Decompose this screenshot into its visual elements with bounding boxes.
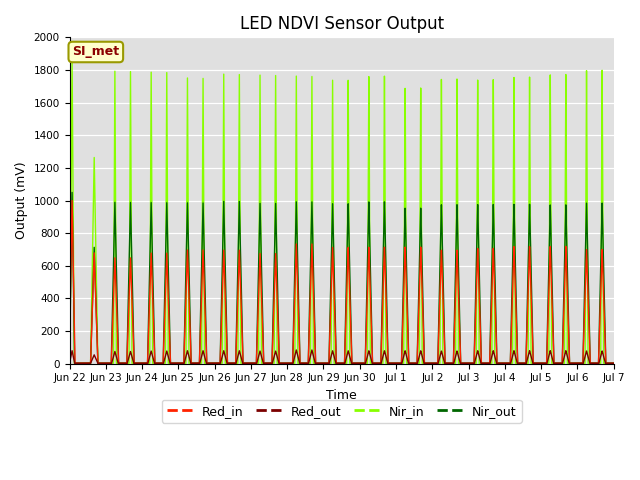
Red_out: [66, 360, 74, 366]
Red_out: [269, 357, 277, 363]
Nir_out: [177, 360, 184, 366]
Red_out: [610, 360, 618, 366]
Red_out: [177, 360, 184, 366]
Nir_in: [68, 57, 76, 63]
Nir_in: [494, 360, 502, 366]
Nir_in: [269, 360, 277, 366]
Line: Nir_in: Nir_in: [70, 60, 614, 363]
Red_out: [608, 360, 616, 366]
Red_in: [66, 340, 74, 346]
Line: Red_in: Red_in: [70, 201, 614, 363]
Legend: Red_in, Red_out, Nir_in, Nir_out: Red_in, Red_out, Nir_in, Nir_out: [162, 400, 522, 423]
Nir_out: [66, 360, 74, 366]
Red_out: [182, 354, 190, 360]
Red_in: [269, 318, 277, 324]
Text: SI_met: SI_met: [72, 46, 120, 59]
Nir_in: [66, 360, 74, 366]
Red_out: [292, 347, 300, 353]
Title: LED NDVI Sensor Output: LED NDVI Sensor Output: [239, 15, 444, 33]
Nir_out: [417, 205, 424, 211]
Red_in: [182, 289, 190, 295]
Red_in: [417, 245, 424, 251]
Red_in: [71, 360, 79, 366]
Red_in: [608, 360, 616, 366]
Red_in: [68, 198, 76, 204]
Nir_out: [68, 190, 76, 195]
Nir_out: [494, 360, 502, 366]
Red_in: [610, 360, 618, 366]
Nir_in: [177, 360, 184, 366]
Nir_out: [608, 360, 616, 366]
Nir_out: [269, 301, 277, 307]
Nir_in: [610, 360, 618, 366]
Y-axis label: Output (mV): Output (mV): [15, 162, 28, 240]
Red_out: [417, 348, 424, 354]
Nir_out: [610, 360, 618, 366]
Red_in: [177, 360, 184, 366]
Line: Red_out: Red_out: [70, 350, 614, 363]
X-axis label: Time: Time: [326, 389, 357, 402]
Red_out: [494, 360, 502, 366]
Nir_in: [417, 85, 424, 91]
Red_in: [494, 360, 502, 366]
Nir_in: [608, 360, 616, 366]
Nir_in: [182, 357, 190, 363]
Nir_out: [182, 263, 190, 269]
Line: Nir_out: Nir_out: [70, 192, 614, 363]
